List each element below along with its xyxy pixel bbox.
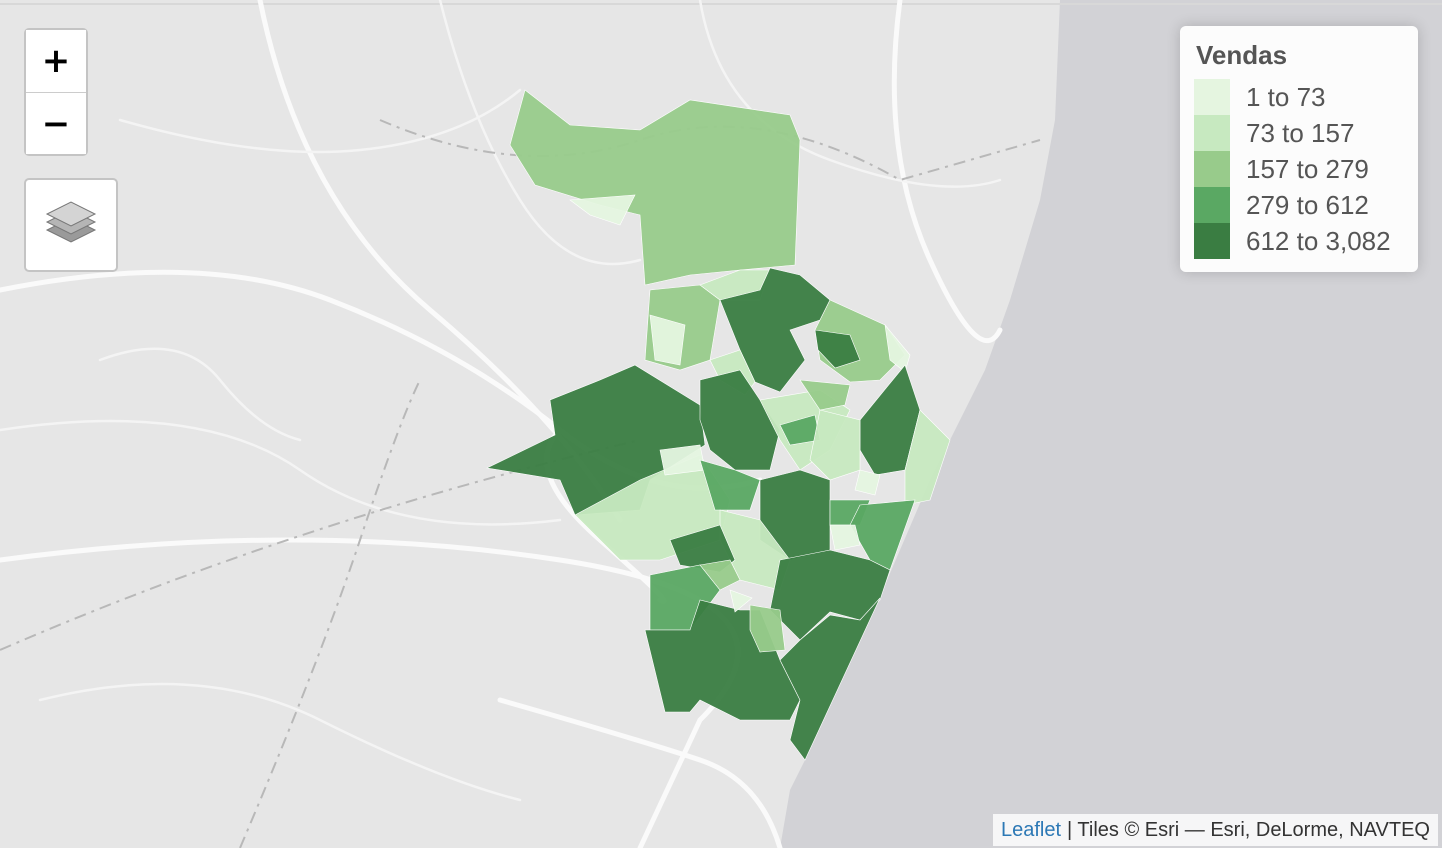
region [509,89,801,286]
legend-swatch [1194,223,1230,259]
region [569,194,636,226]
legend-swatch [1194,115,1230,151]
region [854,469,881,496]
choropleth [486,89,951,761]
region [699,559,741,591]
zoom-out[interactable]: − [26,92,86,154]
region [699,369,781,471]
legend-item: 157 to 279 [1194,151,1404,187]
legend-items: 1 to 73 73 to 157 157 to 279 279 to 612 612 … [1194,79,1404,259]
region [749,604,786,653]
region [904,409,951,506]
legend-label: 612 to 3,082 [1246,225,1391,256]
legend-label: 279 to 612 [1246,189,1369,220]
legend: Vendas 1 to 73 73 to 157 157 to 279 279 to … [1180,26,1418,272]
legend-title: Vendas [1196,40,1288,70]
region [814,329,861,369]
region [779,597,881,761]
zoom-in[interactable]: + [26,30,86,92]
region [699,459,761,511]
region [829,524,861,551]
region [729,589,753,613]
region [809,409,861,481]
attribution-link[interactable]: Leaflet [1000,818,1062,841]
legend-swatch [1194,79,1230,115]
legend-label: 1 to 73 [1246,81,1326,112]
legend-item: 279 to 612 [1194,187,1404,223]
legend-item: 1 to 73 [1194,79,1404,115]
legend-swatch [1194,187,1230,223]
attribution-text: | Tiles © Esri — Esri, DeLorme, NAVTEQ [1067,818,1430,841]
legend-item: 73 to 157 [1194,115,1404,151]
legend-label: 73 to 157 [1246,117,1355,148]
attribution: Leaflet | Tiles © Esri — Esri, DeLorme, … [992,814,1438,846]
region [659,444,706,476]
legend-label: 157 to 279 [1246,153,1369,184]
legend-swatch [1194,151,1230,187]
layers-control[interactable] [24,178,118,272]
legend-item: 612 to 3,082 [1194,223,1404,259]
region [799,379,851,411]
zoom-control: + − [24,28,88,156]
region [649,314,686,366]
layers-icon [45,201,97,243]
